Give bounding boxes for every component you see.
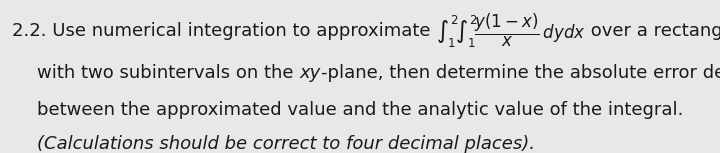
- Text: xy: xy: [300, 64, 321, 82]
- Text: over a rectangular region: over a rectangular region: [585, 22, 720, 40]
- Text: (Calculations should be correct to four decimal places).: (Calculations should be correct to four …: [37, 135, 536, 153]
- Text: with two subintervals on the: with two subintervals on the: [37, 64, 300, 82]
- Text: $\int_1^2\!\int_1^2\!\dfrac{y(1-x)}{x}\,dydx$: $\int_1^2\!\int_1^2\!\dfrac{y(1-x)}{x}\,…: [436, 11, 585, 50]
- Text: between the approximated value and the analytic value of the integral.: between the approximated value and the a…: [37, 101, 684, 119]
- Text: -plane, then determine the absolute error deviation: -plane, then determine the absolute erro…: [321, 64, 720, 82]
- Text: 2.2. Use numerical integration to approximate: 2.2. Use numerical integration to approx…: [12, 22, 436, 40]
